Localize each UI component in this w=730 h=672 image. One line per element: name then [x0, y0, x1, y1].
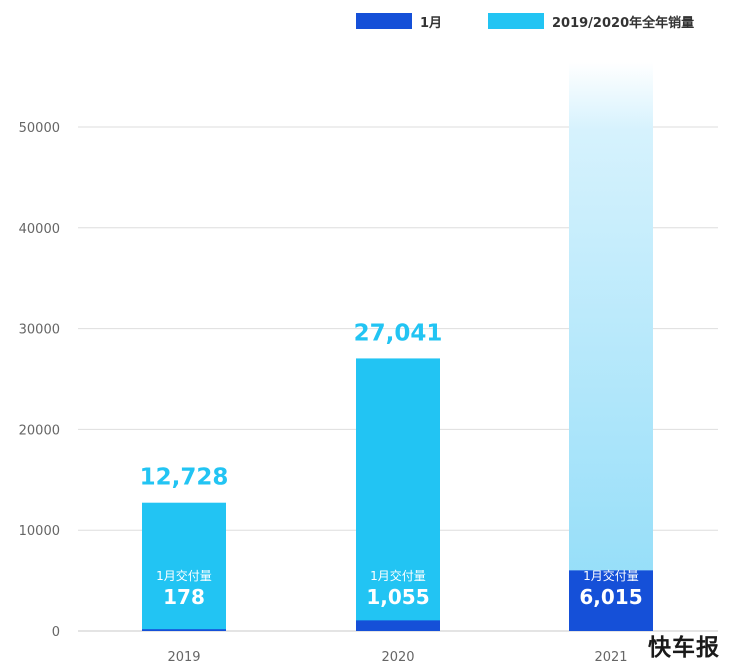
legend-label-january: 1月: [420, 15, 443, 31]
y-tick-label-20000: 20000: [19, 423, 60, 438]
annual-sales-bar-2020: [356, 358, 440, 631]
bar-total-label-2020: 27,041: [354, 320, 443, 346]
x-tick-label-2021: 2021: [594, 650, 627, 665]
legend-swatch-annual-sales: [488, 13, 544, 29]
y-tick-label-0: 0: [52, 625, 60, 640]
bar-labels: 12,728 1月交付量 178 27,041 1月交付量 1,055 1月交付量 6,015: [140, 320, 643, 609]
x-axis-ticks: 2019 2020 2021: [167, 650, 627, 665]
y-tick-label-50000: 50000: [19, 121, 60, 136]
watermark: 快车报: [648, 635, 720, 661]
january-bar-2021: [569, 570, 653, 631]
january-value-label-2021: 6,015: [579, 585, 642, 609]
annual-sales-bar-2019: [142, 502, 226, 631]
x-tick-label-2020: 2020: [381, 650, 414, 665]
x-tick-label-2019: 2019: [167, 650, 200, 665]
legend-swatch-january: [356, 13, 412, 29]
january-bar-2020: [356, 620, 440, 631]
january-value-label-2020: 1,055: [366, 585, 429, 609]
y-tick-label-40000: 40000: [19, 222, 60, 237]
y-tick-label-10000: 10000: [19, 524, 60, 539]
y-tick-label-30000: 30000: [19, 323, 60, 338]
january-caption-2019: 1月交付量: [156, 568, 212, 583]
january-caption-2020: 1月交付量: [370, 568, 426, 583]
legend-item-annual-sales: 2019/2020年全年销量: [488, 11, 694, 31]
january-value-label-2019: 178: [163, 585, 205, 609]
legend-label-annual-sales: 2019/2020年全年销量: [552, 15, 695, 31]
bar-total-label-2019: 12,728: [140, 465, 229, 491]
y-axis-ticks: 0 10000 20000 30000 40000 50000: [19, 121, 60, 640]
bars: [142, 62, 653, 631]
january-caption-2021: 1月交付量: [583, 568, 639, 583]
january-bar-2019: [142, 629, 226, 631]
legend-item-january: 1月: [356, 11, 442, 31]
projected-bar-2021: [569, 62, 653, 631]
